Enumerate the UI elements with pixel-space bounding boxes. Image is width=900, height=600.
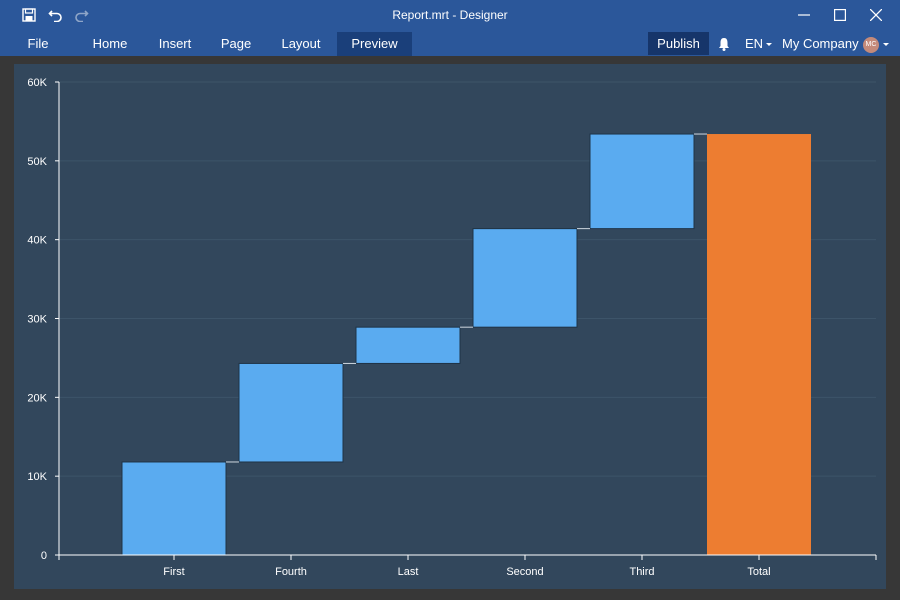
x-tick-label: Third xyxy=(629,566,654,578)
bar-first[interactable] xyxy=(121,461,227,556)
bell-icon[interactable] xyxy=(716,36,732,52)
tab-layout[interactable]: Layout xyxy=(281,36,321,51)
y-axis-ticks: 0 10K 20K 30K 40K 50K 60K xyxy=(27,77,59,562)
save-icon[interactable] xyxy=(16,0,42,30)
language-selector[interactable]: EN xyxy=(745,36,764,51)
bar-fourth[interactable] xyxy=(238,362,344,463)
x-tick-label: Total xyxy=(747,566,770,578)
undo-icon[interactable] xyxy=(43,0,69,30)
chevron-down-icon[interactable] xyxy=(766,43,772,46)
x-tick-label: Last xyxy=(398,566,419,578)
tab-preview[interactable]: Preview xyxy=(337,32,412,56)
bar-third[interactable] xyxy=(589,133,695,230)
bar-total[interactable] xyxy=(707,134,811,555)
file-menu[interactable]: File xyxy=(27,36,49,51)
x-tick-label: Fourth xyxy=(275,566,307,578)
chart-panel: 0 10K 20K 30K 40K 50K 60K First Fourth Last Secon… xyxy=(14,64,886,589)
y-tick-label: 0 xyxy=(41,550,47,562)
bars xyxy=(121,133,811,556)
y-tick-label: 50K xyxy=(27,156,47,168)
avatar[interactable]: MC xyxy=(863,37,879,53)
bar-last[interactable] xyxy=(355,326,461,364)
connector-lines xyxy=(226,133,707,463)
window-title: Report.mrt - Designer xyxy=(392,8,508,22)
title-bar: Report.mrt - Designer xyxy=(0,0,900,30)
ribbon-tab-bar: File Home Insert Page Layout Preview Pub… xyxy=(0,30,900,56)
x-tick-label: First xyxy=(163,566,184,578)
y-tick-label: 10K xyxy=(27,471,47,483)
company-name[interactable]: My Company xyxy=(782,36,859,51)
y-tick-label: 40K xyxy=(27,235,47,247)
y-tick-label: 60K xyxy=(27,77,47,89)
bar-second[interactable] xyxy=(472,228,578,328)
redo-icon[interactable] xyxy=(68,0,94,30)
x-axis-labels: First Fourth Last Second Third Total xyxy=(58,555,771,578)
maximize-icon[interactable] xyxy=(822,0,858,30)
tab-home[interactable]: Home xyxy=(92,36,128,51)
tab-insert[interactable]: Insert xyxy=(158,36,192,51)
tab-page[interactable]: Page xyxy=(220,36,252,51)
y-tick-label: 30K xyxy=(27,314,47,326)
y-tick-label: 20K xyxy=(27,392,47,404)
publish-button[interactable]: Publish xyxy=(648,32,709,55)
x-tick-label: Second xyxy=(506,566,543,578)
minimize-icon[interactable] xyxy=(786,0,822,30)
chevron-down-icon[interactable] xyxy=(883,43,889,46)
waterfall-chart: 0 10K 20K 30K 40K 50K 60K First Fourth Last Secon… xyxy=(27,77,877,578)
close-icon[interactable] xyxy=(858,0,894,30)
